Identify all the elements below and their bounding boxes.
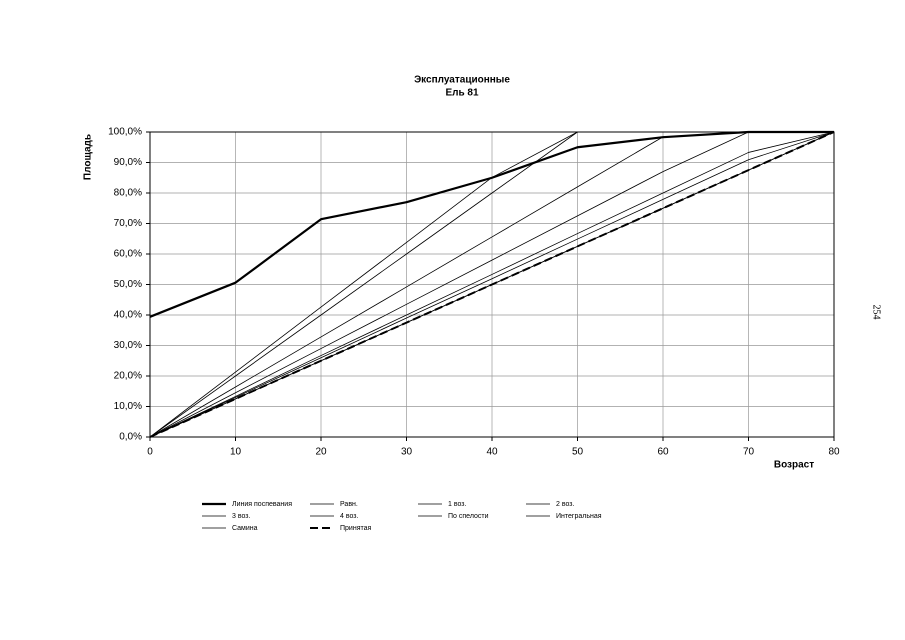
y-tick-label: 80,0% xyxy=(114,188,142,199)
legend-label: Самина xyxy=(232,525,258,532)
x-tick-label: 0 xyxy=(147,447,153,458)
y-tick-label: 20,0% xyxy=(114,371,142,382)
series-line xyxy=(149,131,835,438)
x-tick-label: 60 xyxy=(657,447,669,458)
legend-label: 3 воз. xyxy=(232,513,251,520)
legend-label: 4 воз. xyxy=(340,513,359,520)
y-tick-label: 0,0% xyxy=(119,432,142,443)
y-tick-label: 60,0% xyxy=(114,249,142,260)
x-tick-label: 80 xyxy=(828,447,840,458)
plot-border xyxy=(149,131,835,438)
x-axis-label: Возраст xyxy=(774,460,814,471)
legend-label: Линия поспевания xyxy=(232,501,292,508)
y-tick-label: 70,0% xyxy=(114,218,142,229)
y-tick-label: 40,0% xyxy=(114,310,142,321)
legend-label: Интегральная xyxy=(556,513,602,520)
legend-label: Равн. xyxy=(340,501,358,508)
y-tick-label: 10,0% xyxy=(114,401,142,412)
series-line xyxy=(149,131,835,438)
y-tick-label: 100,0% xyxy=(108,127,142,138)
page-number: 254 xyxy=(871,305,882,320)
legend-label: 1 воз. xyxy=(448,501,467,508)
x-tick-label: 40 xyxy=(486,447,498,458)
x-tick-label: 20 xyxy=(315,447,327,458)
y-tick-label: 30,0% xyxy=(114,340,142,351)
series-line xyxy=(149,131,835,438)
legend-label: 2 воз. xyxy=(556,501,575,508)
x-tick-label: 50 xyxy=(572,447,584,458)
series-line xyxy=(149,131,834,438)
y-axis-label: Площадь xyxy=(83,134,94,180)
legend-label: По спелости xyxy=(448,513,489,520)
series-line xyxy=(149,131,834,438)
y-tick-label: 50,0% xyxy=(114,279,142,290)
series-line xyxy=(149,131,834,438)
chart-title: Эксплуатационные xyxy=(414,75,510,86)
x-tick-label: 10 xyxy=(230,447,242,458)
chart-subtitle: Ель 81 xyxy=(445,88,479,99)
y-tick-label: 90,0% xyxy=(114,157,142,168)
x-tick-label: 30 xyxy=(401,447,413,458)
legend-label: Принятая xyxy=(340,525,372,532)
x-tick-label: 70 xyxy=(743,447,755,458)
